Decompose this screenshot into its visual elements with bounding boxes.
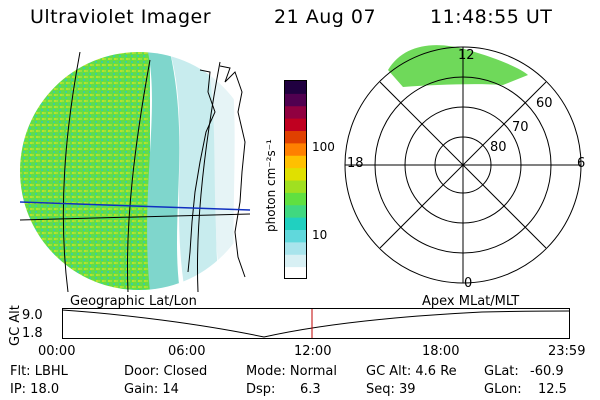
satellite-track <box>20 201 251 211</box>
status-dsp-value: 6.3 <box>300 382 321 397</box>
header-time: 11:48:55 UT <box>430 6 553 28</box>
status-gc-alt: GC Alt: 4.6 Re <box>366 364 457 379</box>
status-seq: Seq: 39 <box>366 382 416 397</box>
status-glat-label: GLat: <box>484 364 519 379</box>
lat-label-80: 80 <box>490 140 507 155</box>
colorbar <box>284 80 307 280</box>
timeline-xtick-0000: 00:00 <box>38 344 76 359</box>
colorbar-swatch <box>285 118 306 132</box>
status-flt: Flt: LBHL <box>10 364 68 379</box>
timeline-xtick-1800: 18:00 <box>422 344 460 359</box>
status-glon-label: GLon: <box>484 382 522 397</box>
header-date: 21 Aug 07 <box>274 6 377 28</box>
colorbar-tick-100: 100 <box>312 140 335 154</box>
mlt-label-18: 18 <box>347 156 364 171</box>
colorbar-swatch <box>285 167 306 181</box>
colorbar-swatch <box>285 254 306 268</box>
status-ip: IP: 18.0 <box>10 382 60 397</box>
lat-label-70: 70 <box>512 120 529 135</box>
colorbar-tick-10: 10 <box>312 228 328 242</box>
colorbar-unit-label: photon cm⁻²s⁻¹ <box>264 139 278 232</box>
colorbar-swatch <box>285 217 306 231</box>
timeline-right-title: Apex MLat/MLT <box>422 294 520 309</box>
lat-label-60: 60 <box>536 96 553 111</box>
uv-image-panel[interactable] <box>20 52 260 292</box>
auroral-oval <box>388 45 528 87</box>
timeline-left-title: Geographic Lat/Lon <box>70 294 197 309</box>
status-glon-value: 12.5 <box>538 382 567 397</box>
colorbar-swatch <box>285 93 306 107</box>
colorbar-swatch <box>285 142 306 156</box>
colorbar-swatch <box>285 266 306 280</box>
colorbar-swatch <box>285 229 306 243</box>
mlt-label-0: 0 <box>464 276 473 291</box>
status-dsp-label: Dsp: <box>246 382 276 397</box>
status-gain: Gain: 14 <box>124 382 179 397</box>
timeline-xtick-0600: 06:00 <box>168 344 206 359</box>
colorbar-swatch <box>285 241 306 255</box>
polar-plot[interactable] <box>340 45 600 295</box>
timeline-ytick-high: 9.0 <box>22 308 43 323</box>
colorbar-swatch <box>285 204 306 218</box>
colorbar-swatch <box>285 81 306 94</box>
mlt-label-12: 12 <box>458 48 475 63</box>
colorbar-swatch <box>285 192 306 206</box>
timeline-xtick-1200: 12:00 <box>294 344 332 359</box>
status-glat-value: -60.9 <box>530 364 564 379</box>
timeline-plot[interactable] <box>62 308 572 340</box>
timeline-ytick-low: 1.8 <box>22 326 43 341</box>
mlt-label-6: 6 <box>577 156 586 171</box>
timeline-xtick-2359: 23:59 <box>548 344 586 359</box>
status-mode: Mode: Normal <box>246 364 337 379</box>
colorbar-swatch <box>285 105 306 119</box>
colorbar-swatch <box>285 180 306 193</box>
status-door: Door: Closed <box>124 364 208 379</box>
graticule <box>20 52 251 292</box>
coastline <box>187 65 246 278</box>
earth-disk <box>20 52 258 290</box>
timeline-axis-label: GC Alt <box>8 305 23 346</box>
colorbar-swatch <box>285 155 306 169</box>
colorbar-swatch <box>285 130 306 144</box>
app-title: Ultraviolet Imager <box>30 6 212 28</box>
